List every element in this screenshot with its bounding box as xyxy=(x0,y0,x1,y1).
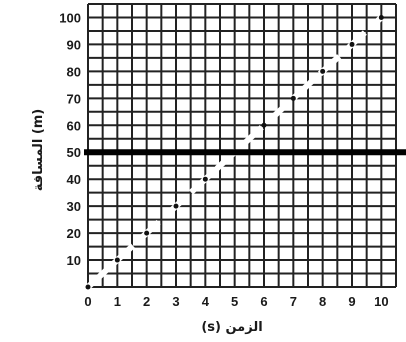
x-tick-label: 6 xyxy=(260,294,267,309)
y-tick-labels: 10 20 30 40 50 60 70 80 90 100 xyxy=(59,10,81,268)
x-tick-label: 10 xyxy=(374,294,388,309)
data-point xyxy=(144,230,150,236)
y-tick-label: 30 xyxy=(67,199,81,214)
y-tick-label: 60 xyxy=(67,118,81,133)
y-tick-label: 100 xyxy=(59,10,81,25)
data-point xyxy=(349,41,355,47)
data-point xyxy=(202,176,208,182)
data-point xyxy=(85,284,91,290)
data-point xyxy=(114,257,120,263)
data-point xyxy=(173,203,179,209)
data-point xyxy=(261,122,267,128)
x-axis-label: (s) الزمن xyxy=(201,320,262,335)
data-point xyxy=(290,95,296,101)
x-tick-label: 1 xyxy=(114,294,121,309)
y-tick-label: 70 xyxy=(67,91,81,106)
x-tick-labels: 0 1 2 3 4 5 6 7 8 9 10 xyxy=(84,294,388,309)
x-tick-label: 2 xyxy=(143,294,150,309)
y-tick-label: 20 xyxy=(67,226,81,241)
x-tick-label: 9 xyxy=(348,294,355,309)
y-tick-label: 80 xyxy=(67,64,81,79)
y-axis-label: المسافة (m) xyxy=(31,109,46,192)
y-tick-label: 50 xyxy=(67,145,81,160)
y-tick-label: 40 xyxy=(67,172,81,187)
data-point xyxy=(320,68,326,74)
x-tick-label: 7 xyxy=(290,294,297,309)
x-tick-label: 8 xyxy=(319,294,326,309)
x-tick-label: 5 xyxy=(231,294,238,309)
x-tick-label: 3 xyxy=(172,294,179,309)
x-tick-label: 0 xyxy=(84,294,91,309)
y-tick-label: 90 xyxy=(67,37,81,52)
y-tick-label: 10 xyxy=(67,253,81,268)
x-tick-label: 4 xyxy=(202,294,210,309)
data-point xyxy=(378,14,384,20)
grid xyxy=(87,3,397,288)
